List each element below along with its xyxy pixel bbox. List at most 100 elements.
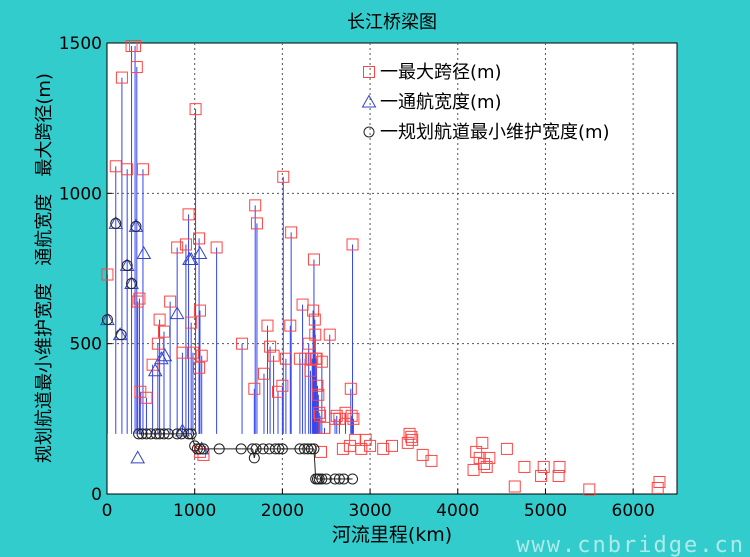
- max-span-point: [158, 325, 170, 338]
- baseline-segment: [190, 433, 196, 447]
- legend-label-1: 一最大跨径(m): [380, 62, 502, 83]
- max-span-point: [403, 427, 416, 440]
- maintenance-width-point: [185, 428, 197, 440]
- maintenance-width-point: [294, 443, 306, 455]
- max-span-point: [467, 463, 480, 476]
- max-span-point: [377, 442, 390, 455]
- legend-label-3: 一规划航道最小维护宽度(m): [380, 122, 610, 143]
- max-span-point: [355, 442, 368, 455]
- legend-marker-3: [363, 126, 375, 138]
- max-span-point: [101, 268, 114, 281]
- watermark: www.cnbridge.cn: [516, 533, 745, 557]
- axis-ticks: 0 1000 2000 3000 4000 5000 6000 0 500 1000 1500: [59, 34, 655, 521]
- max-span-point: [537, 460, 550, 473]
- maintenance-width-point: [316, 473, 328, 485]
- max-span-point: [309, 328, 322, 341]
- max-span-point: [186, 346, 199, 359]
- legend: 一最大跨径(m) 一通航宽度(m) 一规划航道最小维护宽度(m): [361, 62, 610, 143]
- maintenance-width-point: [273, 443, 285, 455]
- max-span-point: [553, 460, 566, 473]
- max-span-point: [480, 460, 493, 473]
- y-tick-label: 0: [91, 485, 102, 505]
- maintenance-width-point: [276, 443, 288, 455]
- maintenance-width-point: [302, 443, 314, 455]
- max-span-point: [264, 340, 277, 353]
- max-span-point: [483, 451, 496, 464]
- max-span-point: [130, 61, 143, 74]
- maintenance-width-point: [197, 443, 209, 455]
- max-span-point: [405, 430, 418, 443]
- maintenance-width-point: [130, 220, 142, 232]
- max-span-point: [171, 241, 184, 254]
- max-span-point: [210, 241, 223, 254]
- max-span-point: [307, 304, 320, 317]
- maintenance-width-point: [320, 473, 332, 485]
- maintenance-width-point: [162, 428, 174, 440]
- maintenance-width-point: [183, 428, 195, 440]
- max-span-point: [261, 319, 274, 332]
- max-span-point: [359, 433, 372, 446]
- max-span-point: [121, 163, 134, 176]
- max-span-point: [401, 436, 414, 449]
- max-span-point: [336, 442, 349, 455]
- maintenance-width-point: [329, 473, 341, 485]
- maintenance-width-point: [121, 259, 133, 271]
- max-span-point: [651, 481, 664, 494]
- max-span-point: [330, 409, 343, 422]
- max-span-point: [346, 238, 359, 251]
- maintenance-width-point: [101, 314, 113, 326]
- max-span-point: [249, 199, 262, 212]
- max-span-point: [406, 433, 419, 446]
- maintenance-width-point: [126, 278, 138, 290]
- max-span-point: [193, 304, 206, 317]
- max-span-point: [189, 103, 202, 116]
- max-span-point: [279, 352, 292, 365]
- maintenance-width-point: [158, 428, 170, 440]
- max-span-point: [653, 475, 666, 488]
- max-span-point: [500, 442, 513, 455]
- max-span-point: [308, 313, 321, 326]
- max-span-point: [323, 328, 336, 341]
- max-span-point: [129, 40, 142, 53]
- maintenance-width-point: [194, 443, 206, 455]
- max-span-point: [583, 483, 596, 496]
- max-span-point: [333, 412, 346, 425]
- maintenance-width-point: [347, 473, 359, 485]
- max-span-point: [140, 391, 153, 404]
- max-span-point: [248, 382, 261, 395]
- y-tick-label: 1500: [59, 34, 102, 54]
- max-span-point: [314, 409, 327, 422]
- maintenance-width-point: [145, 428, 157, 440]
- legend-label-2: 一通航宽度(m): [380, 92, 502, 113]
- maintenance-width-point: [257, 443, 269, 455]
- max-span-point: [344, 382, 357, 395]
- max-span-point: [285, 226, 298, 239]
- maintenance-width-point: [247, 443, 259, 455]
- max-span-point: [347, 412, 360, 425]
- y-tick-label: 1000: [59, 184, 102, 204]
- max-span-point: [193, 361, 206, 374]
- nav-width-point: [130, 450, 146, 464]
- max-span-point: [134, 385, 147, 398]
- max-span-point: [307, 253, 320, 266]
- nav-width-point: [136, 245, 152, 259]
- x-tick-label: 0: [102, 501, 113, 521]
- max-span-point: [272, 385, 284, 398]
- max-span-point: [164, 295, 177, 308]
- max-span-point: [476, 436, 489, 449]
- x-tick-label: 1000: [173, 501, 216, 521]
- maintenance-width-point: [191, 443, 203, 455]
- max-span-point: [182, 208, 195, 221]
- max-span-point: [185, 316, 198, 329]
- max-span-point: [364, 439, 377, 452]
- max-span-point: [277, 170, 290, 183]
- x-tick-label: 2000: [261, 501, 304, 521]
- maintenance-width-point: [338, 473, 350, 485]
- maintenance-width-point: [235, 443, 247, 455]
- max-span-point: [296, 298, 309, 311]
- nav-width-point: [147, 363, 163, 377]
- max-span-point: [131, 295, 144, 308]
- nav-width-point: [157, 348, 173, 362]
- max-span-point: [179, 238, 192, 251]
